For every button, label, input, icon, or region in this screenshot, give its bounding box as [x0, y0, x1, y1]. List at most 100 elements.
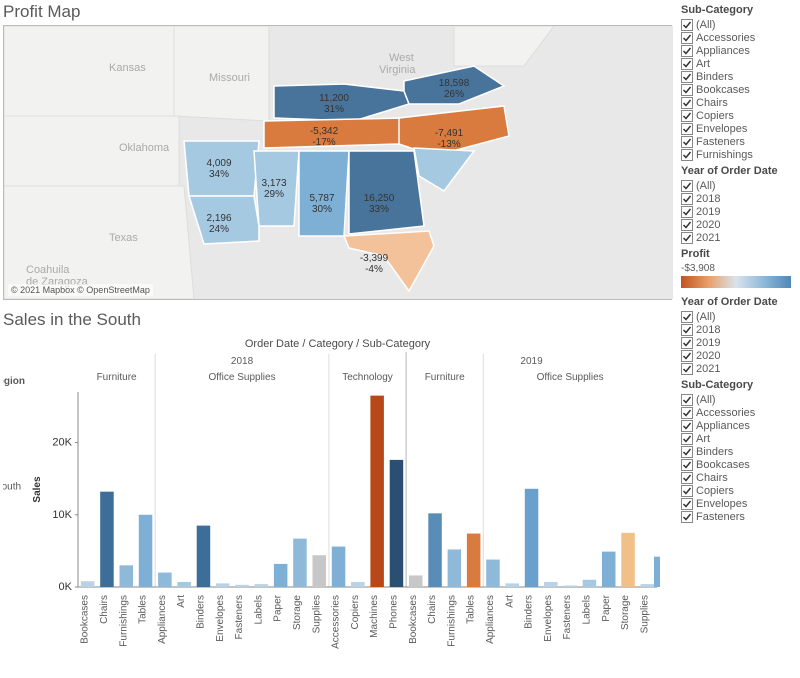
filter-subcat-chairs[interactable]: Chairs	[681, 97, 798, 109]
bar-supplies[interactable]	[312, 555, 326, 587]
svg-text:Appliances: Appliances	[485, 595, 496, 644]
bar-storage[interactable]	[621, 533, 635, 587]
svg-text:Supplies: Supplies	[639, 595, 650, 633]
filter-year-2020[interactable]: 2020	[681, 219, 798, 231]
svg-text:-3,399: -3,399	[360, 253, 389, 264]
svg-text:16,250: 16,250	[364, 193, 395, 204]
filter-subcat2-binders[interactable]: Binders	[681, 446, 798, 458]
bar-furnishings[interactable]	[448, 549, 462, 587]
filter-subcat-binders[interactable]: Binders	[681, 71, 798, 83]
svg-text:Accessories: Accessories	[331, 595, 342, 649]
filter-year-all[interactable]: (All)	[681, 180, 798, 192]
svg-text:Tables: Tables	[466, 595, 477, 624]
bar-super-header: Order Date / Category / Sub-Category	[3, 338, 672, 350]
filter-year2-all[interactable]: (All)	[681, 311, 798, 323]
bar-supplies[interactable]	[641, 584, 655, 587]
filter-subcat2-bookcases[interactable]: Bookcases	[681, 459, 798, 471]
svg-text:34%: 34%	[209, 169, 229, 180]
filter-subcat2-accessories[interactable]: Accessories	[681, 407, 798, 419]
svg-text:Storage: Storage	[620, 595, 631, 630]
bar-bookcases[interactable]	[81, 581, 95, 587]
svg-text:Technology: Technology	[342, 372, 393, 383]
filter-subcat-bookcases[interactable]: Bookcases	[681, 84, 798, 96]
filter-year2-2018[interactable]: 2018	[681, 324, 798, 336]
bar-tables[interactable]	[139, 515, 153, 587]
bar-accessories[interactable]	[332, 547, 346, 587]
filter-year2-2021[interactable]: 2021	[681, 363, 798, 375]
svg-text:Office Supplies: Office Supplies	[537, 372, 604, 383]
filter-subcat-accessories[interactable]: Accessories	[681, 32, 798, 44]
filter-subcat-all[interactable]: (All)	[681, 19, 798, 31]
bar-bookcases[interactable]	[409, 575, 423, 587]
bar-paper[interactable]	[602, 552, 616, 587]
svg-text:Tables: Tables	[138, 595, 149, 624]
svg-text:South: South	[3, 482, 21, 493]
svg-text:Office Supplies: Office Supplies	[209, 372, 276, 383]
svg-text:Kansas: Kansas	[109, 62, 146, 74]
svg-text:Texas: Texas	[109, 232, 138, 244]
svg-text:Chairs: Chairs	[427, 595, 438, 624]
bar-chairs[interactable]	[100, 492, 114, 587]
bar-machines[interactable]	[370, 396, 384, 587]
svg-text:West: West	[389, 52, 414, 64]
svg-text:20K: 20K	[52, 437, 72, 449]
bar-fasteners[interactable]	[563, 586, 577, 587]
filter-year2-2019[interactable]: 2019	[681, 337, 798, 349]
svg-text:Envelopes: Envelopes	[543, 595, 554, 642]
filter-subcat2-copiers[interactable]: Copiers	[681, 485, 798, 497]
bar-tables[interactable]	[467, 534, 481, 587]
svg-text:Labels: Labels	[581, 595, 592, 624]
legend-profit-min: -$3,908	[681, 263, 798, 274]
svg-text:-4%: -4%	[365, 264, 383, 275]
svg-text:-5,342: -5,342	[310, 126, 339, 137]
bar-storage[interactable]	[293, 539, 307, 587]
bar-chairs[interactable]	[428, 513, 442, 587]
filter-subcat-copiers[interactable]: Copiers	[681, 110, 798, 122]
svg-text:5,787: 5,787	[309, 193, 334, 204]
filter-year-title: Year of Order Date	[681, 165, 798, 177]
bar-envelopes[interactable]	[544, 582, 558, 587]
filter-subcat-furnishings[interactable]: Furnishings	[681, 149, 798, 161]
filter-subcat-art[interactable]: Art	[681, 58, 798, 70]
bar-art[interactable]	[177, 582, 191, 587]
filter-subcat-appliances[interactable]: Appliances	[681, 45, 798, 57]
bar-labels[interactable]	[583, 580, 597, 587]
bar-copiers[interactable]	[351, 582, 365, 587]
svg-text:Fasteners: Fasteners	[234, 595, 245, 639]
legend-profit-gradient	[681, 276, 791, 288]
svg-text:Coahuila: Coahuila	[26, 264, 70, 276]
bar-paper[interactable]	[274, 564, 288, 587]
filter-subcat-envelopes[interactable]: Envelopes	[681, 123, 798, 135]
profit-map[interactable]: KansasMissouriOklahomaTexasWestVirginiaC…	[3, 25, 672, 300]
svg-text:24%: 24%	[209, 224, 229, 235]
bar-furnishings[interactable]	[119, 565, 133, 587]
filter-year-2018[interactable]: 2018	[681, 193, 798, 205]
svg-text:Missouri: Missouri	[209, 72, 250, 84]
filter-year2-2020[interactable]: 2020	[681, 350, 798, 362]
bar-envelopes[interactable]	[216, 583, 230, 587]
svg-text:Machines: Machines	[369, 595, 380, 638]
bar-binders[interactable]	[197, 526, 211, 587]
filter-subcat-fasteners[interactable]: Fasteners	[681, 136, 798, 148]
bar-appliances[interactable]	[486, 560, 500, 587]
filter-year-2021[interactable]: 2021	[681, 232, 798, 244]
filter-subcat-title: Sub-Category	[681, 4, 798, 16]
filter-subcat2-envelopes[interactable]: Envelopes	[681, 498, 798, 510]
filter-subcat2-all[interactable]: (All)	[681, 394, 798, 406]
filter-year-2019[interactable]: 2019	[681, 206, 798, 218]
bar-phones[interactable]	[390, 460, 404, 587]
svg-text:Binders: Binders	[524, 595, 535, 629]
filter-subcat2-appliances[interactable]: Appliances	[681, 420, 798, 432]
bar-labels[interactable]	[255, 584, 269, 587]
filter-subcat2-art[interactable]: Art	[681, 433, 798, 445]
svg-text:-7,491: -7,491	[435, 128, 464, 139]
filter-subcat2-title: Sub-Category	[681, 379, 798, 391]
bar-binders[interactable]	[525, 489, 539, 587]
svg-text:Binders: Binders	[195, 595, 206, 629]
bar-art[interactable]	[505, 583, 519, 587]
map-title: Profit Map	[3, 2, 675, 22]
filter-subcat2-chairs[interactable]: Chairs	[681, 472, 798, 484]
filter-subcat2-fasteners[interactable]: Fasteners	[681, 511, 798, 523]
bar-appliances[interactable]	[158, 573, 172, 587]
bar-fasteners[interactable]	[235, 585, 249, 587]
